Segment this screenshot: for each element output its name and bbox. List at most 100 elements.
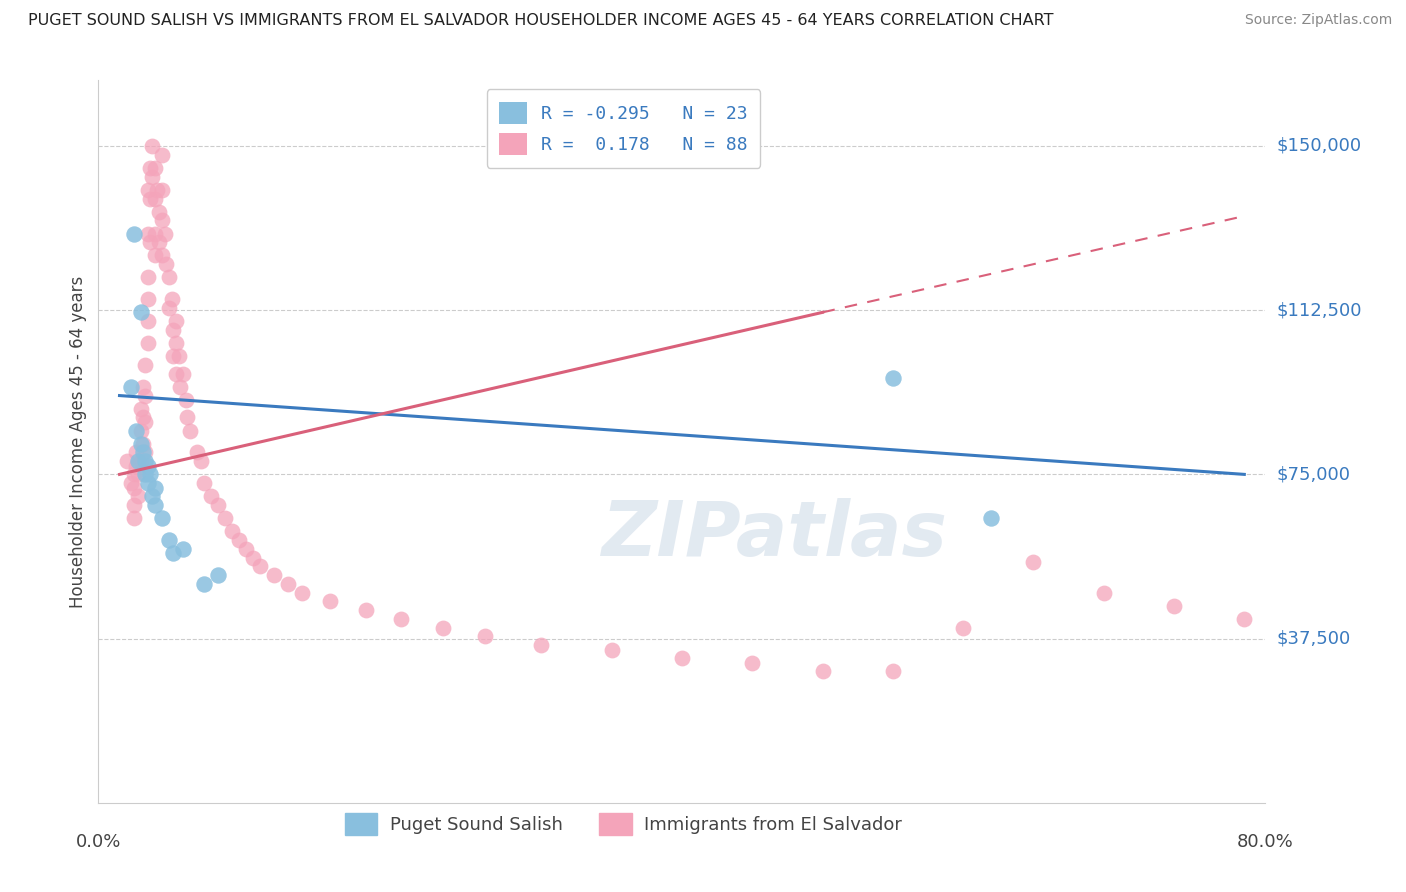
Point <box>129 305 152 319</box>
Point <box>129 424 152 438</box>
Point <box>134 445 156 459</box>
Point <box>136 336 159 351</box>
Point <box>125 424 148 438</box>
Point <box>1022 555 1045 569</box>
Point <box>134 467 156 482</box>
Point <box>169 380 191 394</box>
Point <box>122 227 145 241</box>
Point <box>157 301 180 315</box>
Point <box>139 235 162 250</box>
Point <box>132 436 155 450</box>
Point <box>132 410 155 425</box>
Point <box>221 524 243 539</box>
Point <box>167 349 190 363</box>
Point <box>354 603 377 617</box>
Point <box>165 367 187 381</box>
Point <box>136 183 159 197</box>
Point <box>134 358 156 372</box>
Point <box>129 454 152 468</box>
Point <box>136 292 159 306</box>
Point <box>143 192 166 206</box>
Point <box>952 621 974 635</box>
Point <box>1233 612 1256 626</box>
Point <box>122 467 145 482</box>
Point <box>176 410 198 425</box>
Point <box>530 638 553 652</box>
Point <box>174 392 197 407</box>
Point <box>139 161 162 175</box>
Point <box>432 621 454 635</box>
Point <box>132 445 155 459</box>
Text: ZIPatlas: ZIPatlas <box>602 499 948 573</box>
Point <box>146 183 169 197</box>
Point <box>474 629 496 643</box>
Point <box>136 227 159 241</box>
Point <box>143 248 166 262</box>
Point <box>882 665 904 679</box>
Point <box>811 665 834 679</box>
Point <box>165 314 187 328</box>
Text: $112,500: $112,500 <box>1277 301 1362 319</box>
Y-axis label: Householder Income Ages 45 - 64 years: Householder Income Ages 45 - 64 years <box>69 276 87 607</box>
Point <box>228 533 250 547</box>
Point <box>671 651 693 665</box>
Text: 0.0%: 0.0% <box>76 833 121 851</box>
Point <box>127 489 149 503</box>
Point <box>125 458 148 473</box>
Point <box>122 511 145 525</box>
Point <box>249 559 271 574</box>
Text: PUGET SOUND SALISH VS IMMIGRANTS FROM EL SALVADOR HOUSEHOLDER INCOME AGES 45 - 6: PUGET SOUND SALISH VS IMMIGRANTS FROM EL… <box>28 13 1053 29</box>
Point <box>1163 599 1185 613</box>
Point <box>143 481 166 495</box>
Point <box>150 183 173 197</box>
Point <box>291 585 314 599</box>
Point <box>389 612 412 626</box>
Point <box>141 139 163 153</box>
Point <box>1092 585 1115 599</box>
Point <box>148 204 170 219</box>
Point <box>172 541 194 556</box>
Point <box>741 656 763 670</box>
Point <box>200 489 222 503</box>
Point <box>129 401 152 416</box>
Point <box>139 192 162 206</box>
Point <box>172 367 194 381</box>
Point <box>136 314 159 328</box>
Point <box>153 227 176 241</box>
Point <box>190 454 212 468</box>
Point <box>120 380 142 394</box>
Point <box>122 481 145 495</box>
Point <box>122 498 145 512</box>
Text: $37,500: $37,500 <box>1277 630 1351 648</box>
Point <box>134 454 156 468</box>
Point <box>157 270 180 285</box>
Point <box>132 380 155 394</box>
Point <box>207 568 229 582</box>
Point <box>162 546 184 560</box>
Point <box>600 642 623 657</box>
Point <box>141 169 163 184</box>
Point <box>150 248 173 262</box>
Legend: Puget Sound Salish, Immigrants from El Salvador: Puget Sound Salish, Immigrants from El S… <box>336 805 911 845</box>
Point <box>277 577 299 591</box>
Point <box>136 476 159 491</box>
Point <box>980 511 1002 525</box>
Point <box>150 213 173 227</box>
Point <box>120 476 142 491</box>
Point <box>160 292 183 306</box>
Point <box>136 270 159 285</box>
Point <box>179 424 201 438</box>
Point <box>157 533 180 547</box>
Point <box>207 498 229 512</box>
Point <box>139 467 162 482</box>
Point <box>115 454 138 468</box>
Text: $75,000: $75,000 <box>1277 466 1351 483</box>
Text: Source: ZipAtlas.com: Source: ZipAtlas.com <box>1244 13 1392 28</box>
Point <box>127 454 149 468</box>
Point <box>136 458 159 473</box>
Point <box>143 498 166 512</box>
Point <box>193 577 215 591</box>
Point <box>127 467 149 482</box>
Text: $150,000: $150,000 <box>1277 137 1361 155</box>
Point <box>162 349 184 363</box>
